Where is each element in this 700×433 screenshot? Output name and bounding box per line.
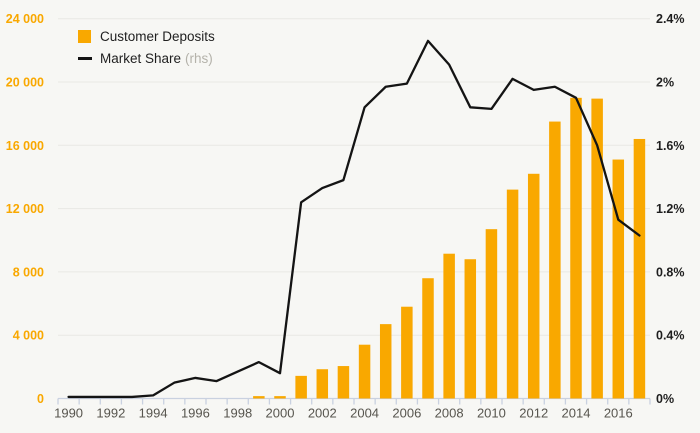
- svg-text:0.8%: 0.8%: [656, 265, 685, 279]
- svg-text:2004: 2004: [350, 406, 379, 421]
- bar-2008[interactable]: [443, 253, 455, 399]
- bar-2002[interactable]: [316, 369, 329, 399]
- bar-2011[interactable]: [506, 189, 519, 399]
- svg-text:1990: 1990: [54, 406, 83, 421]
- legend-rhs-suffix: (rhs): [185, 51, 213, 66]
- svg-text:2012: 2012: [519, 406, 548, 421]
- svg-text:2.4%: 2.4%: [656, 12, 685, 26]
- svg-text:24 000: 24 000: [6, 12, 44, 26]
- svg-text:0%: 0%: [656, 392, 674, 406]
- bar-2004[interactable]: [358, 344, 371, 399]
- legend-item-customer-deposits[interactable]: Customer Deposits: [78, 27, 215, 46]
- line-swatch-icon: [78, 57, 92, 60]
- svg-text:2002: 2002: [308, 406, 337, 421]
- bar-swatch-icon: [78, 30, 91, 43]
- svg-text:0: 0: [37, 392, 44, 406]
- svg-text:1992: 1992: [96, 406, 125, 421]
- legend-item-market-share[interactable]: Market Share (rhs): [78, 49, 215, 68]
- svg-text:2006: 2006: [392, 406, 421, 421]
- bar-2013[interactable]: [549, 121, 561, 399]
- bar-2014[interactable]: [570, 97, 582, 399]
- bar-2005[interactable]: [379, 324, 392, 399]
- bar-2009[interactable]: [464, 259, 477, 399]
- bar-2017[interactable]: [633, 138, 646, 399]
- bar-1999[interactable]: [253, 396, 265, 399]
- svg-text:1994: 1994: [139, 406, 168, 421]
- bar-2016[interactable]: [612, 159, 625, 399]
- svg-text:2%: 2%: [656, 76, 674, 90]
- svg-text:2008: 2008: [435, 406, 464, 421]
- y-axis-left-labels: 0 4 000 8 000 12 000 16 000 20 000 24 000: [6, 12, 44, 406]
- legend-label-customer-deposits: Customer Deposits: [100, 29, 215, 44]
- chart-legend: Customer Deposits Market Share (rhs): [78, 27, 215, 71]
- bar-2006[interactable]: [401, 306, 413, 399]
- bar-2007[interactable]: [422, 278, 434, 399]
- bar-2010[interactable]: [485, 229, 498, 399]
- legend-label-market-share: Market Share: [100, 51, 182, 66]
- bar-2012[interactable]: [527, 173, 540, 399]
- svg-text:16 000: 16 000: [6, 139, 44, 153]
- x-axis: [57, 397, 651, 405]
- bar-2003[interactable]: [337, 366, 350, 399]
- svg-text:2016: 2016: [604, 406, 633, 421]
- bar-2015[interactable]: [591, 98, 603, 399]
- svg-text:2010: 2010: [477, 406, 506, 421]
- svg-text:1.2%: 1.2%: [656, 202, 685, 216]
- svg-text:2014: 2014: [562, 406, 591, 421]
- svg-text:0.4%: 0.4%: [656, 329, 685, 343]
- bar-2001[interactable]: [295, 375, 307, 399]
- svg-text:1996: 1996: [181, 406, 210, 421]
- svg-text:1.6%: 1.6%: [656, 139, 685, 153]
- bar-2000[interactable]: [274, 396, 286, 399]
- svg-text:2000: 2000: [266, 406, 295, 421]
- y-axis-right-labels: 0% 0.4% 0.8% 1.2% 1.6% 2% 2.4%: [656, 12, 685, 406]
- svg-text:8 000: 8 000: [13, 265, 44, 279]
- x-axis-labels: 1990 1992 1994 1996 1998 2000 2002 2004 2006 2008…: [54, 406, 633, 421]
- svg-text:1998: 1998: [223, 406, 252, 421]
- svg-text:20 000: 20 000: [6, 76, 44, 90]
- market-share-line: [67, 39, 641, 399]
- svg-text:4 000: 4 000: [13, 329, 44, 343]
- customer-deposits-bars: [253, 97, 646, 399]
- svg-text:12 000: 12 000: [6, 202, 44, 216]
